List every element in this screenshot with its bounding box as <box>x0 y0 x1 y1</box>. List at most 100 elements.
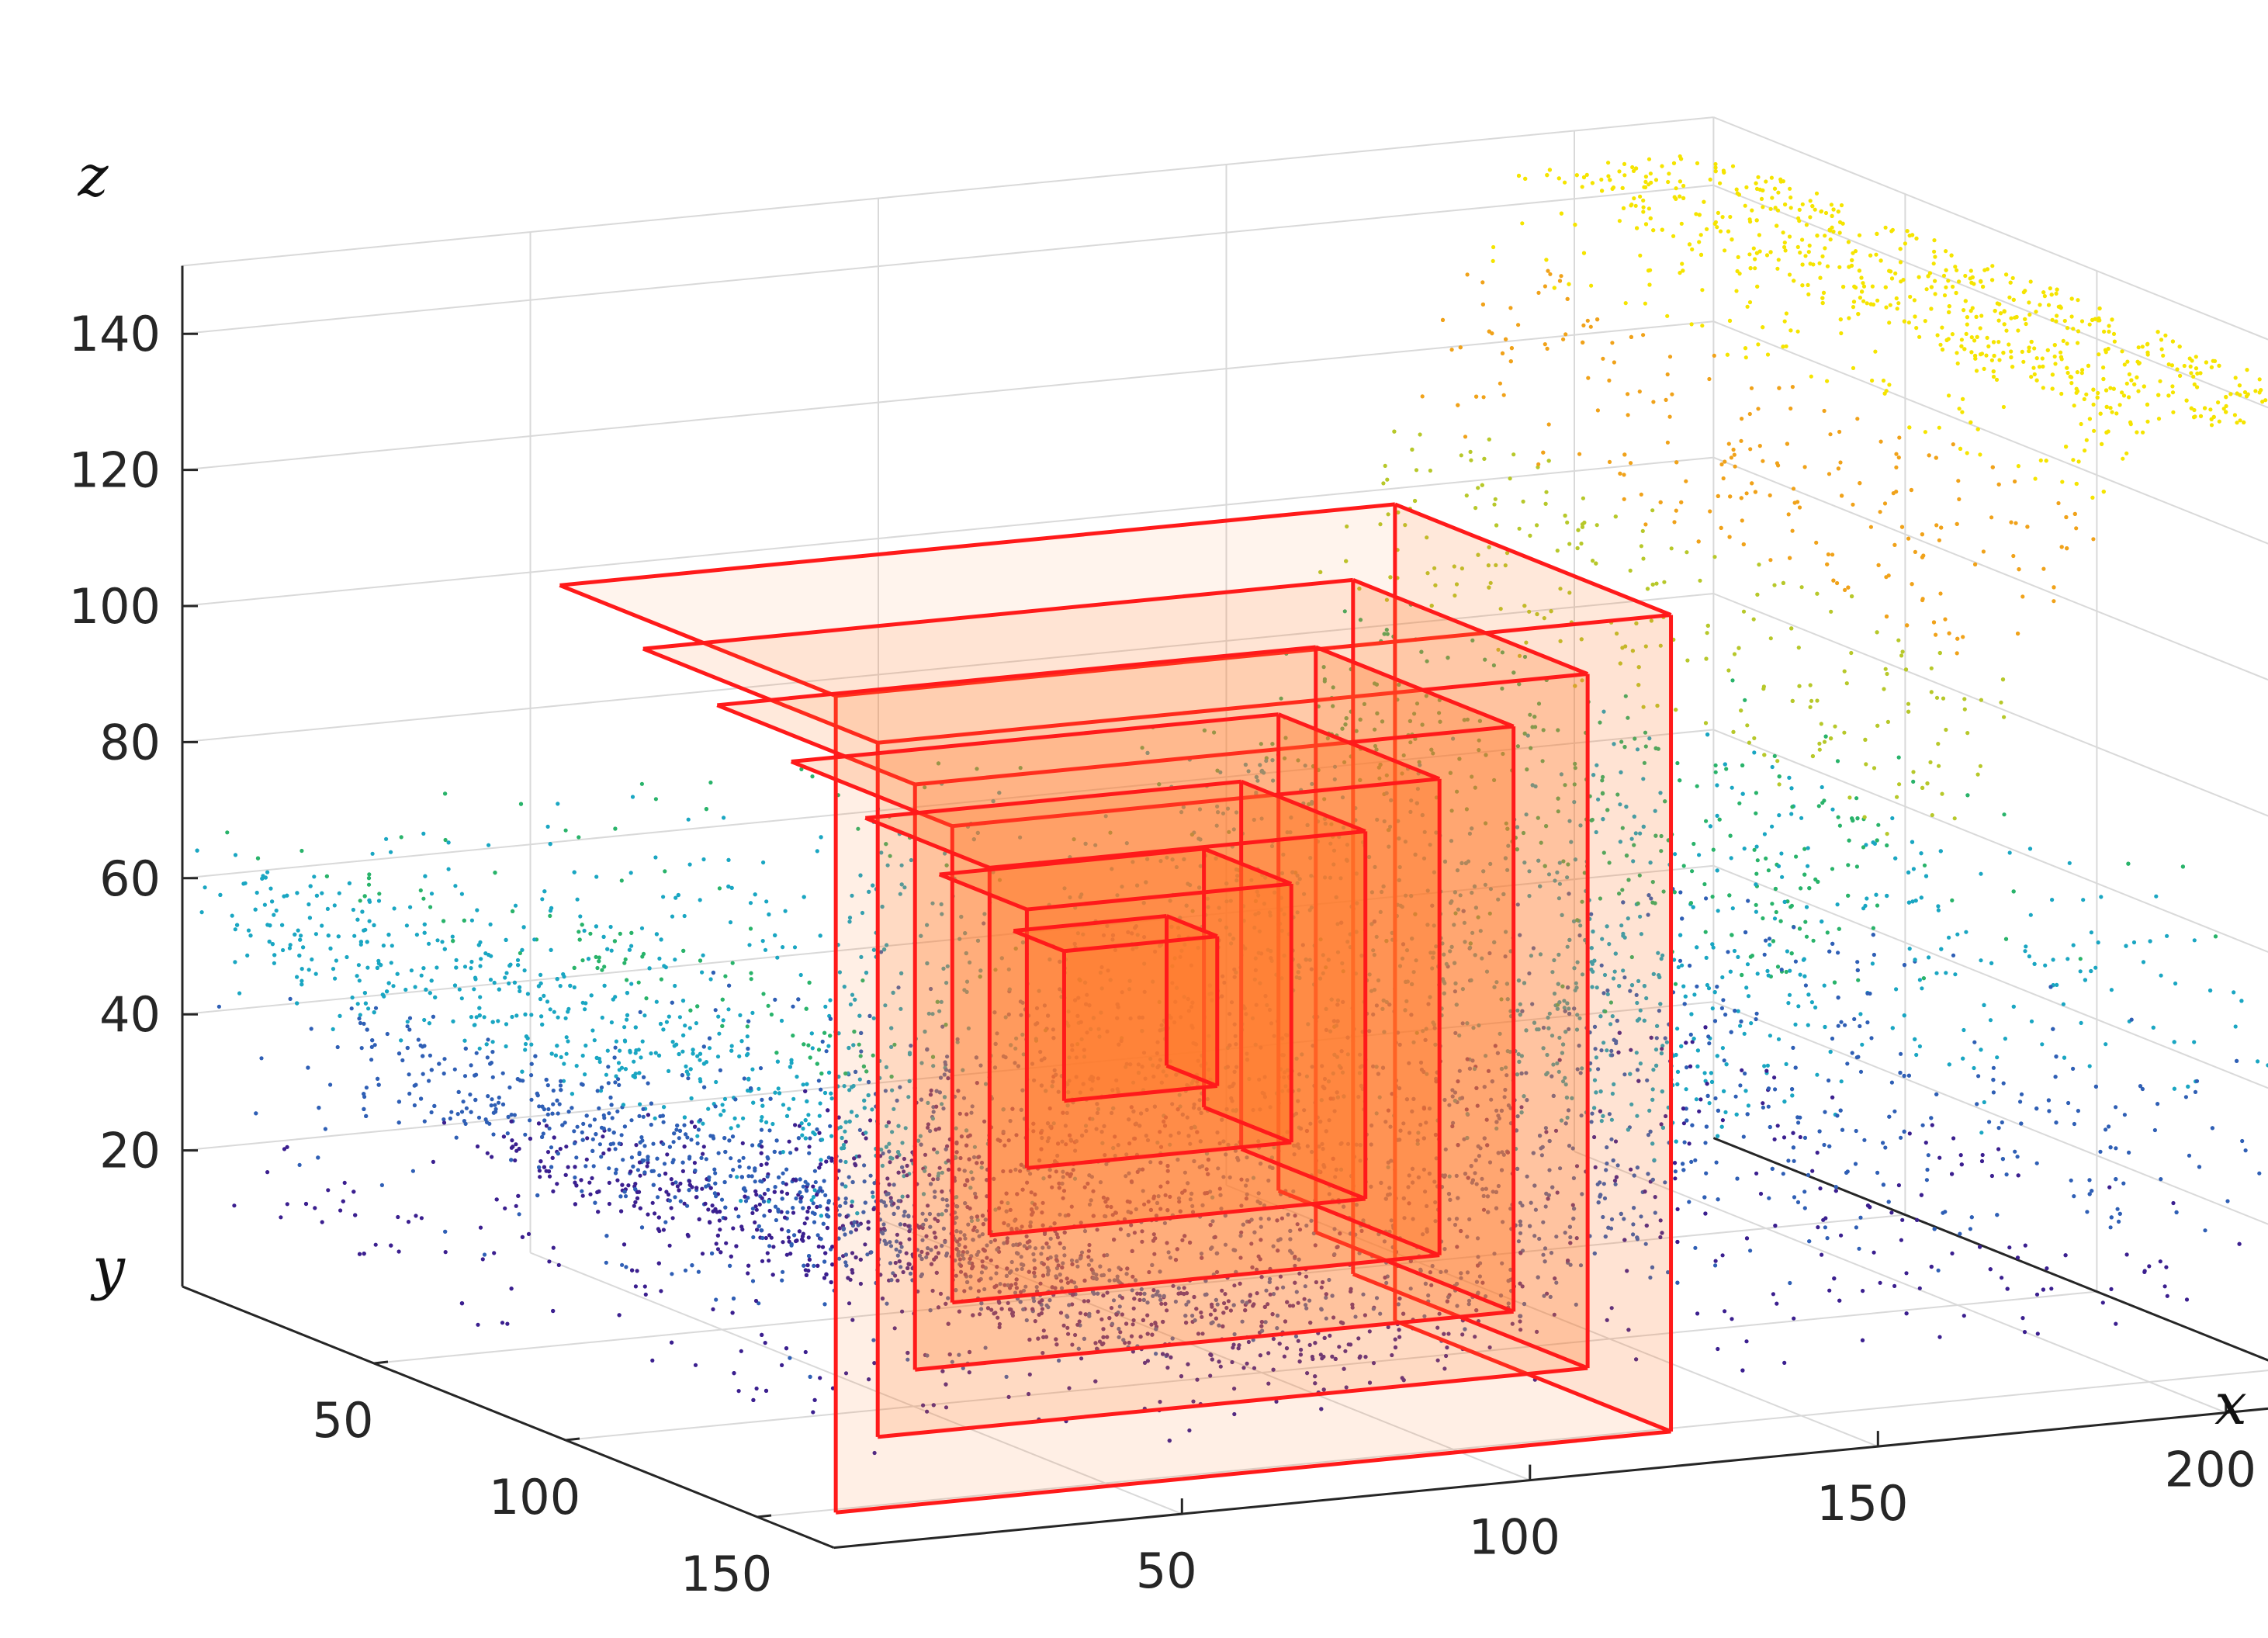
data-point <box>1371 948 1376 953</box>
data-point <box>331 967 336 971</box>
data-point <box>795 1075 799 1079</box>
data-point <box>515 958 521 962</box>
data-point <box>1768 1034 1772 1038</box>
data-point <box>732 1116 737 1120</box>
data-point <box>2015 1155 2020 1159</box>
data-point <box>1622 1072 1627 1077</box>
data-point <box>683 1268 688 1273</box>
data-point <box>1403 840 1408 844</box>
data-point <box>720 1103 725 1107</box>
data-point <box>1588 324 1593 329</box>
data-point <box>1224 1152 1228 1157</box>
data-point <box>1667 414 1672 419</box>
data-point <box>1747 252 1752 257</box>
data-point <box>767 1244 772 1248</box>
data-point <box>1381 481 1386 486</box>
data-point <box>518 989 522 993</box>
data-point <box>638 1009 642 1014</box>
data-point <box>2034 356 2039 361</box>
data-point <box>1288 830 1293 835</box>
data-point <box>1894 296 1899 301</box>
data-point <box>2071 458 2076 462</box>
data-point <box>2171 410 2176 414</box>
data-point <box>1477 1274 1482 1279</box>
data-point <box>2001 1081 2006 1086</box>
data-point <box>2078 969 2083 974</box>
data-point <box>1712 353 1716 358</box>
data-point <box>486 1094 490 1099</box>
data-point <box>997 878 1002 882</box>
data-point <box>1865 1020 1870 1025</box>
data-point <box>1481 1207 1487 1212</box>
data-point <box>1525 1174 1529 1179</box>
grid-line <box>182 184 1714 335</box>
data-point <box>1504 551 1510 556</box>
y-tick-label: 100 <box>489 1469 580 1525</box>
data-point <box>440 940 445 944</box>
data-point <box>1944 285 1948 289</box>
data-point <box>695 1134 700 1138</box>
data-point <box>693 1363 698 1367</box>
data-point <box>997 1300 1002 1305</box>
data-point <box>1899 279 1903 284</box>
data-point <box>1558 587 1563 591</box>
data-point <box>1769 175 1774 180</box>
data-point <box>980 1232 985 1237</box>
data-point <box>313 932 318 937</box>
data-point <box>1917 1044 1922 1049</box>
data-point <box>1280 1089 1285 1093</box>
data-point <box>1789 812 1794 816</box>
data-point <box>998 1282 1002 1287</box>
grid-line <box>1713 864 2268 1089</box>
data-point <box>770 1121 775 1127</box>
data-point <box>1726 668 1731 673</box>
data-point <box>1151 1063 1155 1068</box>
data-point <box>1775 759 1780 764</box>
data-point <box>1793 1022 1798 1027</box>
data-point <box>1006 1138 1011 1143</box>
data-point <box>407 1072 411 1077</box>
data-point <box>1858 1023 1862 1029</box>
data-point <box>781 1269 785 1274</box>
data-point <box>1653 1195 1657 1200</box>
data-point <box>1258 763 1262 767</box>
data-point <box>924 1234 929 1238</box>
data-point <box>925 1353 930 1358</box>
data-point <box>1751 246 1756 251</box>
data-point <box>1215 1130 1220 1135</box>
data-point <box>1900 1217 1905 1222</box>
data-point <box>556 1262 561 1267</box>
data-point <box>1649 618 1653 623</box>
data-point <box>1575 1067 1580 1072</box>
data-point <box>1550 1074 1554 1079</box>
data-point <box>1322 677 1327 682</box>
data-point <box>1245 1155 1249 1160</box>
data-point <box>1220 1288 1224 1293</box>
data-point <box>1638 194 1643 199</box>
data-point <box>2097 352 2101 357</box>
data-point <box>2187 356 2192 361</box>
data-point <box>1702 1071 1707 1075</box>
data-point <box>1356 1095 1361 1100</box>
data-point <box>640 1039 645 1044</box>
data-point <box>1733 1094 1738 1099</box>
data-point <box>2076 329 2081 334</box>
data-point <box>1297 1088 1301 1093</box>
data-point <box>1976 1074 1981 1079</box>
data-point <box>843 1196 848 1201</box>
data-point <box>1308 1121 1313 1126</box>
data-point <box>678 1199 683 1203</box>
data-point <box>620 1262 625 1267</box>
data-point <box>1726 950 1730 954</box>
data-point <box>604 1260 608 1265</box>
data-point <box>1529 746 1533 750</box>
data-point <box>2266 1063 2268 1068</box>
data-point <box>1756 342 1761 347</box>
data-point <box>736 1389 741 1394</box>
data-point <box>1631 1222 1636 1227</box>
data-point <box>2232 413 2237 417</box>
data-point <box>896 985 901 990</box>
data-point <box>245 953 250 958</box>
data-point <box>450 934 455 939</box>
grid-layer <box>182 116 2268 1518</box>
